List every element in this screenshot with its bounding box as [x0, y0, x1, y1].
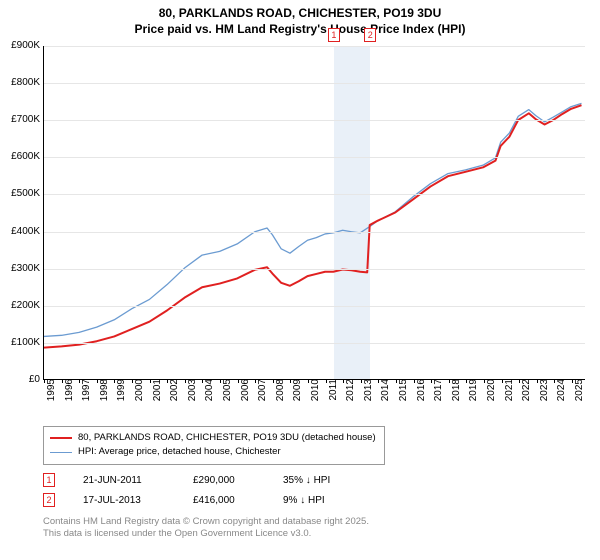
x-axis-tick-label: 2012 — [339, 379, 356, 401]
sale-marker-2: 2 — [364, 28, 376, 42]
y-axis-tick-label: £700K — [11, 115, 40, 125]
plot-area: £0£100K£200K£300K£400K£500K£600K£700K£80… — [43, 46, 585, 380]
sale-row-price: £290,000 — [193, 475, 283, 486]
y-axis-tick-label: £500K — [11, 189, 40, 199]
title-line-2: Price paid vs. HM Land Registry's House … — [0, 22, 600, 38]
x-axis-tick-label: 2023 — [533, 379, 550, 401]
x-axis-tick-label: 1996 — [58, 379, 75, 401]
x-axis-tick-label: 2018 — [445, 379, 462, 401]
x-axis-tick-label: 2017 — [427, 379, 444, 401]
x-axis-tick-label: 1995 — [40, 379, 57, 401]
x-axis-tick-label: 2000 — [128, 379, 145, 401]
legend-item: 80, PARKLANDS ROAD, CHICHESTER, PO19 3DU… — [50, 431, 376, 445]
y-axis-tick-label: £600K — [11, 152, 40, 162]
attribution: Contains HM Land Registry data © Crown c… — [43, 516, 369, 541]
legend-item: HPI: Average price, detached house, Chic… — [50, 445, 376, 459]
y-axis-tick-label: £800K — [11, 78, 40, 88]
x-axis-tick-label: 2022 — [515, 379, 532, 401]
legend-swatch — [50, 437, 72, 439]
gridline-h — [44, 232, 585, 233]
x-axis-tick-label: 2016 — [410, 379, 427, 401]
x-axis-tick-label: 2005 — [216, 379, 233, 401]
sale-row-date: 17-JUL-2013 — [83, 495, 193, 506]
legend-label: HPI: Average price, detached house, Chic… — [78, 445, 281, 459]
y-axis-tick-label: £900K — [11, 41, 40, 51]
x-axis-tick-label: 2006 — [234, 379, 251, 401]
x-axis-tick-label: 2021 — [498, 379, 515, 401]
gridline-h — [44, 343, 585, 344]
x-axis-tick-label: 2011 — [322, 379, 339, 401]
x-axis-tick-label: 1998 — [93, 379, 110, 401]
x-axis-tick-label: 2025 — [568, 379, 585, 401]
chart-container: 80, PARKLANDS ROAD, CHICHESTER, PO19 3DU… — [0, 0, 600, 560]
y-axis-tick-label: £300K — [11, 264, 40, 274]
series-line-hpi — [44, 103, 582, 336]
x-axis-tick-label: 2009 — [286, 379, 303, 401]
gridline-h — [44, 46, 585, 47]
sale-row: 1 21-JUN-2011£290,00035% ↓ HPI — [43, 470, 373, 490]
x-axis-tick-label: 2008 — [269, 379, 286, 401]
chart-title: 80, PARKLANDS ROAD, CHICHESTER, PO19 3DU… — [0, 0, 600, 37]
sale-row-date: 21-JUN-2011 — [83, 475, 193, 486]
gridline-h — [44, 120, 585, 121]
sale-row-hpi: 35% ↓ HPI — [283, 475, 373, 486]
x-axis-tick-label: 2002 — [163, 379, 180, 401]
sale-row: 2 17-JUL-2013£416,0009% ↓ HPI — [43, 490, 373, 510]
x-axis-tick-label: 2013 — [357, 379, 374, 401]
attribution-line-1: Contains HM Land Registry data © Crown c… — [43, 516, 369, 528]
gridline-h — [44, 157, 585, 158]
sale-row-hpi: 9% ↓ HPI — [283, 495, 373, 506]
x-axis-tick-label: 2024 — [550, 379, 567, 401]
x-axis-tick-label: 1997 — [75, 379, 92, 401]
gridline-h — [44, 269, 585, 270]
sale-row-marker: 1 — [43, 473, 55, 487]
x-axis-tick-label: 1999 — [110, 379, 127, 401]
gridline-h — [44, 306, 585, 307]
sale-row-price: £416,000 — [193, 495, 283, 506]
legend-swatch — [50, 452, 72, 453]
x-axis-tick-label: 2014 — [374, 379, 391, 401]
sale-marker-1: 1 — [328, 28, 340, 42]
x-axis-tick-label: 2010 — [304, 379, 321, 401]
x-axis-tick-label: 2020 — [480, 379, 497, 401]
x-axis-tick-label: 2015 — [392, 379, 409, 401]
legend-label: 80, PARKLANDS ROAD, CHICHESTER, PO19 3DU… — [78, 431, 376, 445]
chart-lines-svg — [44, 46, 585, 379]
sale-row-marker: 2 — [43, 493, 55, 507]
x-axis-tick-label: 2003 — [181, 379, 198, 401]
x-axis-tick-label: 2001 — [146, 379, 163, 401]
attribution-line-2: This data is licensed under the Open Gov… — [43, 528, 369, 540]
y-axis-tick-label: £200K — [11, 301, 40, 311]
gridline-h — [44, 194, 585, 195]
y-axis-tick-label: £400K — [11, 227, 40, 237]
y-axis-tick-label: £0 — [29, 375, 40, 385]
title-line-1: 80, PARKLANDS ROAD, CHICHESTER, PO19 3DU — [0, 6, 600, 22]
y-axis-tick-label: £100K — [11, 338, 40, 348]
legend: 80, PARKLANDS ROAD, CHICHESTER, PO19 3DU… — [43, 426, 385, 465]
gridline-h — [44, 83, 585, 84]
x-axis-tick-label: 2019 — [462, 379, 479, 401]
x-axis-tick-label: 2007 — [251, 379, 268, 401]
x-axis-tick-label: 2004 — [198, 379, 215, 401]
sales-table: 1 21-JUN-2011£290,00035% ↓ HPI 2 17-JUL-201… — [43, 470, 373, 510]
